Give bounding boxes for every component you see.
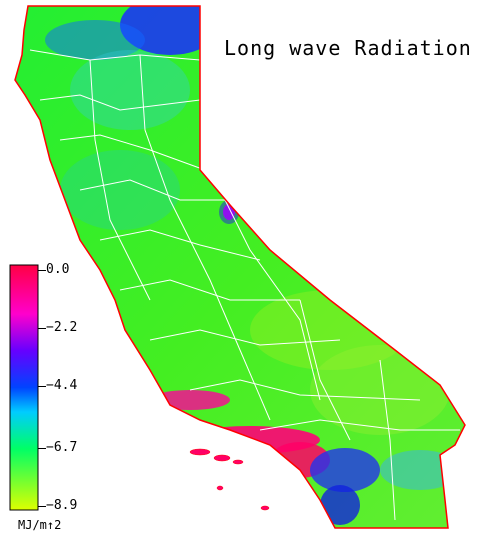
legend-tick <box>38 328 46 329</box>
legend-tick <box>38 506 46 507</box>
legend-tick <box>38 386 46 387</box>
legend-tick-label: 0.0 <box>46 262 70 277</box>
channel-islands <box>189 448 270 511</box>
map-title: Long wave Radiation <box>224 36 472 60</box>
county-lines <box>29 49 460 521</box>
legend-tick <box>38 270 46 271</box>
legend-tick-label: −8.9 <box>46 498 78 513</box>
legend-units: MJ/m↑2 <box>18 518 62 532</box>
legend-tick-label: −4.4 <box>46 378 78 393</box>
legend-tick <box>38 448 46 449</box>
legend-tick-label: −2.2 <box>46 320 78 335</box>
legend-color-bar <box>9 264 39 511</box>
legend-tick-label: −6.7 <box>46 440 78 455</box>
